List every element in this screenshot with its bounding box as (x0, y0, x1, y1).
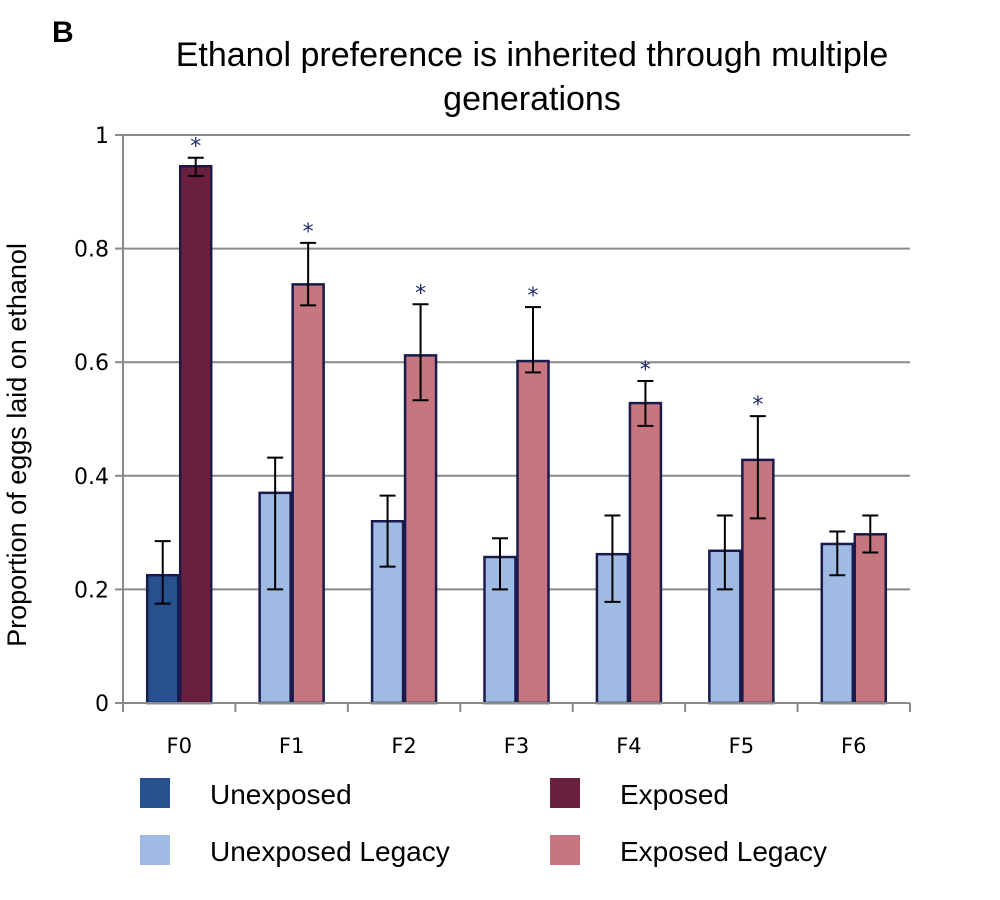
legend-label: Unexposed (210, 779, 352, 810)
significance-star: * (415, 281, 426, 306)
x-tick-label: F3 (504, 734, 529, 758)
x-tick-label: F0 (166, 734, 191, 758)
bar (178, 164, 213, 705)
y-tick-label: 0 (95, 692, 109, 717)
bar (628, 401, 663, 705)
significance-star: * (528, 284, 539, 309)
y-tick-label: 0.2 (74, 578, 109, 603)
bar (291, 283, 325, 705)
significance-star: * (190, 135, 201, 160)
legend: Unexposed Exposed Unexposed Legacy Exposed … (140, 778, 827, 867)
legend-swatch (140, 778, 170, 808)
legend-label: Unexposed Legacy (210, 836, 450, 867)
significance-star: * (303, 220, 314, 245)
bar (403, 354, 438, 705)
error-bars (154, 156, 879, 605)
panel-label: B (52, 16, 74, 49)
y-axis-ticks: 0 0.2 0.4 0.6 0.8 1 (74, 124, 123, 717)
significance-marks: * * * * * * (190, 135, 763, 418)
y-tick-label: 0.8 (74, 238, 109, 263)
x-tick-label: F1 (279, 734, 304, 758)
legend-label: Exposed (620, 779, 729, 810)
legend-swatch (140, 835, 170, 865)
axes (122, 135, 911, 712)
legend-label: Exposed Legacy (620, 836, 827, 867)
significance-star: * (752, 393, 763, 418)
x-tick-label: F2 (391, 734, 416, 758)
bar (853, 533, 888, 705)
bars (145, 164, 888, 705)
bar (516, 359, 550, 705)
chart-title-line-2: generations (443, 80, 621, 118)
significance-star: * (640, 358, 651, 383)
legend-swatch (550, 835, 580, 865)
legend-swatch (550, 778, 580, 808)
x-tick-label: F6 (841, 734, 866, 758)
x-tick-label: F4 (616, 734, 641, 758)
y-axis-label: Proportion of eggs laid on ethanol (2, 243, 32, 647)
x-tick-label: F5 (729, 734, 754, 758)
y-tick-label: 0.6 (74, 351, 109, 376)
y-tick-label: 0.4 (74, 465, 109, 490)
y-tick-label: 1 (95, 124, 109, 149)
chart-title-line-1: Ethanol preference is inherited through … (176, 36, 889, 74)
x-axis-ticks: F0 F1 F2 F3 F4 F5 F6 (166, 734, 866, 758)
